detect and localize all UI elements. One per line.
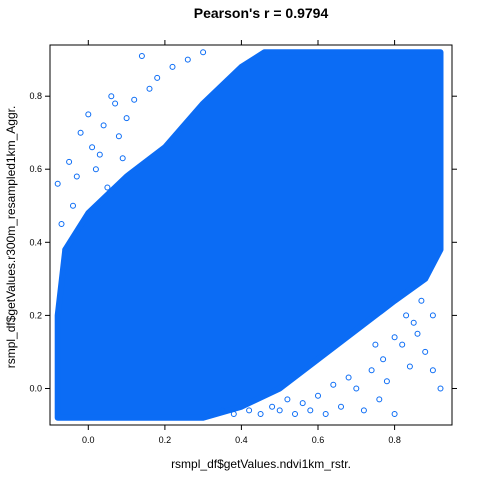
x-tick-label: 0.8 bbox=[388, 435, 401, 445]
scatter-point bbox=[345, 374, 352, 381]
scatter-point bbox=[131, 96, 138, 103]
scatter-point bbox=[66, 158, 73, 165]
scatter-point bbox=[100, 122, 107, 129]
scatter-point bbox=[422, 348, 429, 355]
scatter-point bbox=[257, 411, 264, 417]
scatter-point bbox=[138, 53, 145, 59]
scatter-point bbox=[146, 85, 153, 92]
scatter-point bbox=[96, 151, 103, 158]
scatter-point bbox=[73, 173, 80, 180]
scatter-point bbox=[299, 400, 306, 407]
plot-region bbox=[54, 49, 444, 421]
scatter-point bbox=[307, 407, 314, 414]
y-tick-label: 0.0 bbox=[29, 384, 42, 394]
scatter-point bbox=[104, 184, 111, 191]
scatter-point bbox=[410, 319, 417, 326]
scatter-point bbox=[246, 407, 253, 414]
scatter-point bbox=[315, 392, 321, 399]
scatter-point bbox=[322, 411, 329, 417]
scatter-point bbox=[108, 93, 115, 100]
scatter-point bbox=[391, 411, 398, 417]
scatter-point bbox=[70, 202, 76, 209]
scatter-point bbox=[353, 385, 360, 392]
scatter-point bbox=[380, 356, 387, 363]
x-tick-label: 0.4 bbox=[235, 435, 248, 445]
plot-frame bbox=[49, 44, 453, 426]
scatter-point bbox=[429, 312, 436, 319]
scatter-point bbox=[169, 63, 176, 70]
scatter-point bbox=[437, 385, 444, 392]
scatter-point bbox=[184, 56, 191, 63]
y-axis-label: rsmpl_df$getValues.r300m_resampled1km_Ag… bbox=[4, 106, 18, 369]
x-tick-label: 0.0 bbox=[82, 435, 95, 445]
scatter-point bbox=[54, 180, 61, 187]
scatter-point bbox=[383, 378, 390, 385]
scatter-point bbox=[406, 363, 413, 370]
scatter-point bbox=[330, 381, 337, 388]
scatter-point bbox=[399, 341, 406, 348]
scatter-point bbox=[89, 144, 96, 151]
scatter-point bbox=[292, 411, 298, 417]
scatter-point bbox=[376, 396, 383, 403]
scatter-point bbox=[115, 133, 122, 140]
y-tick-label: 0.4 bbox=[29, 237, 42, 247]
y-tick-label: 0.6 bbox=[29, 164, 42, 174]
scatter-point bbox=[284, 396, 291, 403]
dense-point-cloud bbox=[54, 49, 444, 421]
y-tick-label: 0.2 bbox=[29, 310, 42, 320]
scatter-point bbox=[77, 129, 84, 136]
scatter-point bbox=[372, 341, 379, 348]
tick-group: 0.0 0.2 0.4 0.6 0.8 0.0 0.2 0.4 0.6 0.8 bbox=[29, 40, 457, 445]
scatter-point bbox=[85, 111, 92, 118]
scatter-point bbox=[200, 49, 207, 56]
x-axis-label: rsmpl_df$getValues.ndvi1km_rstr. bbox=[171, 457, 351, 471]
scatter-point bbox=[207, 411, 214, 417]
scatter-point bbox=[119, 155, 126, 162]
scatter-point bbox=[123, 115, 130, 122]
scatter-point bbox=[414, 330, 421, 337]
x-tick-label: 0.6 bbox=[312, 435, 325, 445]
scatter-point bbox=[276, 407, 283, 414]
chart-title: Pearson's r = 0.9794 bbox=[194, 5, 329, 21]
x-tick-label: 0.2 bbox=[159, 435, 172, 445]
scatter-point bbox=[58, 221, 65, 227]
scatter-point bbox=[403, 312, 410, 319]
scatter-point bbox=[112, 100, 119, 107]
scatter-point bbox=[360, 407, 367, 414]
scatter-point bbox=[62, 246, 69, 253]
scatter-point bbox=[230, 411, 237, 417]
scatter-point bbox=[154, 74, 161, 81]
scatter-point bbox=[429, 367, 436, 374]
scatter-point bbox=[418, 297, 425, 304]
scatter-point bbox=[338, 403, 344, 410]
scatter-point bbox=[368, 367, 375, 374]
scatter-point bbox=[391, 334, 398, 341]
scatter-point bbox=[219, 407, 226, 414]
y-tick-label: 0.8 bbox=[29, 91, 42, 101]
scatter-point bbox=[269, 403, 276, 410]
scatter-point bbox=[92, 166, 99, 173]
